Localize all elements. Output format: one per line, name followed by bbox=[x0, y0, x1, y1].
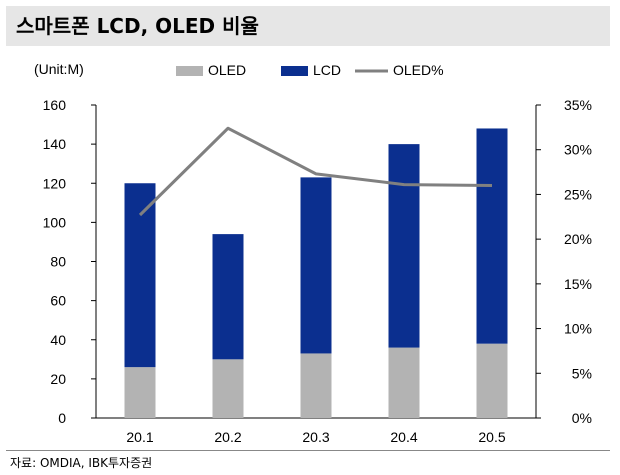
bar-lcd bbox=[300, 177, 332, 354]
y-right-tick-label: 25% bbox=[564, 186, 592, 202]
legend-swatch-lcd bbox=[281, 66, 308, 76]
y-left-tick-label: 100 bbox=[43, 214, 67, 230]
bar-oled bbox=[124, 367, 156, 418]
x-tick-label: 20.2 bbox=[214, 429, 241, 445]
x-tick-label: 20.5 bbox=[478, 429, 505, 445]
y-right-tick-label: 30% bbox=[564, 142, 592, 158]
bar-lcd bbox=[388, 144, 420, 348]
bar-oled bbox=[476, 343, 508, 418]
chart-title-bar: 스마트폰 LCD, OLED 비율 bbox=[6, 6, 610, 46]
x-tick-label: 20.1 bbox=[126, 429, 153, 445]
y-right-tick-label: 10% bbox=[564, 321, 592, 337]
x-tick-label: 20.4 bbox=[390, 429, 417, 445]
legend-label-lcd: LCD bbox=[313, 62, 341, 78]
bar-oled bbox=[212, 359, 244, 418]
y-left-tick-label: 140 bbox=[43, 136, 67, 152]
bar-lcd bbox=[476, 128, 508, 344]
legend-label-oled-pct: OLED% bbox=[393, 62, 444, 78]
bar-oled bbox=[388, 347, 420, 418]
y-left-tick-label: 120 bbox=[43, 175, 67, 191]
bar-lcd bbox=[124, 183, 156, 368]
y-right-tick-label: 35% bbox=[564, 97, 592, 113]
y-left-tick-label: 160 bbox=[43, 97, 67, 113]
bar-oled bbox=[300, 353, 332, 418]
chart-frame bbox=[6, 46, 610, 451]
bar-lcd bbox=[212, 234, 244, 360]
y-left-tick-label: 80 bbox=[50, 254, 66, 270]
y-left-tick-label: 20 bbox=[50, 371, 66, 387]
y-left-tick-label: 40 bbox=[50, 332, 66, 348]
y-left-tick-label: 60 bbox=[50, 293, 66, 309]
source-note: 자료: OMDIA, IBK투자증권 bbox=[10, 456, 153, 470]
y-right-tick-label: 15% bbox=[564, 276, 592, 292]
y-right-tick-label: 20% bbox=[564, 231, 592, 247]
x-tick-label: 20.3 bbox=[302, 429, 329, 445]
legend-label-oled: OLED bbox=[208, 62, 246, 78]
y-right-tick-label: 5% bbox=[572, 365, 592, 381]
legend-swatch-oled bbox=[176, 66, 203, 76]
y-right-tick-label: 0% bbox=[572, 410, 592, 426]
chart-title: 스마트폰 LCD, OLED 비율 bbox=[16, 14, 259, 38]
y-unit-label: (Unit:M) bbox=[34, 61, 84, 77]
y-left-tick-label: 0 bbox=[58, 410, 66, 426]
